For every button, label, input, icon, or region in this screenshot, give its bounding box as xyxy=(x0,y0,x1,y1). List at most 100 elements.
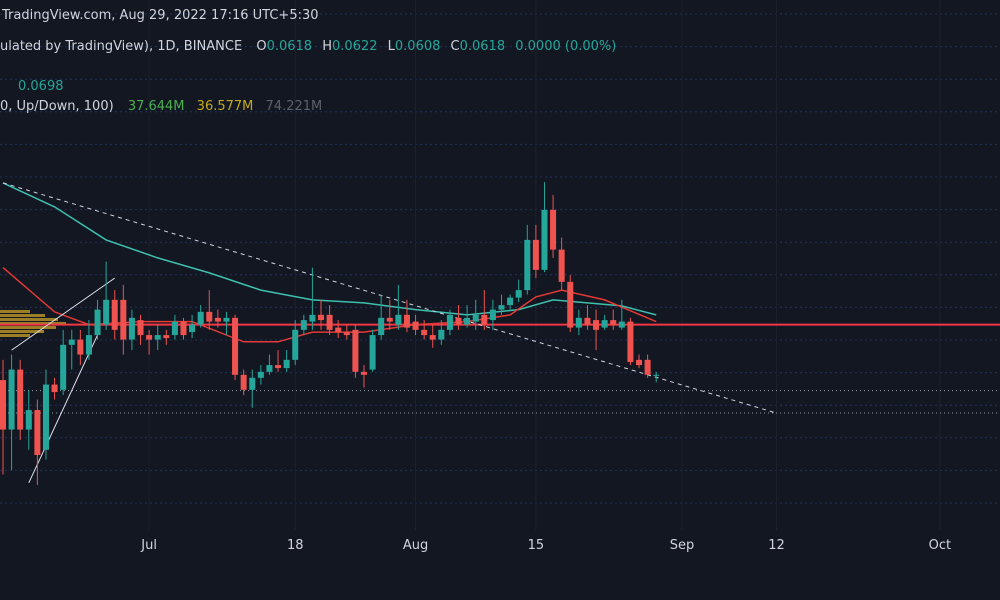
volume-profile-bar xyxy=(0,330,44,333)
candle-body xyxy=(601,320,608,328)
candle-body xyxy=(618,321,625,328)
candle-body xyxy=(128,317,135,340)
header-volume-row: 0, Up/Down, 100) 37.644M 36.577M 74.221M xyxy=(0,99,326,114)
trend-line xyxy=(28,334,98,484)
candle-body xyxy=(515,290,522,298)
candle-body xyxy=(481,314,488,325)
candle-body xyxy=(360,371,367,375)
candle-body xyxy=(446,314,453,330)
ohlc-label: L xyxy=(387,39,395,54)
candle-body xyxy=(464,317,471,325)
grid xyxy=(0,0,1000,530)
x-tick-label: 12 xyxy=(768,538,785,553)
candle-body xyxy=(249,377,256,390)
candle-body xyxy=(403,314,410,328)
candle-body xyxy=(507,297,514,306)
volume-value: 74.221M xyxy=(265,99,323,114)
candle-body xyxy=(60,344,67,390)
header-indicator-row: 0.0698 xyxy=(18,79,70,94)
symbol: ulated by TradingView), 1D, BINANCE xyxy=(0,39,243,54)
x-tick-label: 15 xyxy=(528,538,545,553)
volume-profile-bar xyxy=(0,334,30,337)
candle-body xyxy=(223,317,230,322)
header-source-row: TradingView.com, Aug 29, 2022 17:16 UTC+… xyxy=(2,8,323,23)
candle-body xyxy=(266,365,273,372)
candle-body xyxy=(283,359,290,369)
candle-body xyxy=(111,299,118,330)
x-tick-label: 18 xyxy=(287,538,304,553)
candle-body xyxy=(541,209,548,270)
candle-body xyxy=(240,374,247,390)
candle-body xyxy=(68,339,75,345)
candle-body xyxy=(0,380,7,430)
candle-body xyxy=(309,314,316,322)
candle-body xyxy=(94,309,101,336)
ohlc-label: H xyxy=(322,39,332,54)
candle-body xyxy=(636,359,643,366)
candle-body xyxy=(558,249,565,282)
indicator-value: 0.0698 xyxy=(18,79,64,94)
candle-body xyxy=(103,299,110,325)
candle-body xyxy=(429,335,436,340)
ohlc-value: 0.0618 xyxy=(266,39,313,54)
candle-body xyxy=(584,317,591,325)
candle-body xyxy=(137,320,144,336)
candle-body xyxy=(163,335,170,339)
moving-average-line xyxy=(2,182,657,316)
candle-body xyxy=(438,329,445,340)
x-tick-label: Sep xyxy=(670,538,695,553)
x-tick-label: Aug xyxy=(403,538,428,553)
candle-body xyxy=(171,321,178,336)
candle-body xyxy=(532,239,539,270)
candle-body xyxy=(352,329,359,372)
candle-body xyxy=(575,317,582,328)
candle-body xyxy=(17,369,24,430)
candle-body xyxy=(34,410,41,456)
candle-body xyxy=(421,329,428,336)
candle-body xyxy=(610,320,617,325)
header-symbol-row: ulated by TradingView), 1D, BINANCE O0.0… xyxy=(0,39,622,54)
candle-body xyxy=(627,321,634,363)
volume-value: 37.644M xyxy=(127,99,185,114)
volume-profile-bar xyxy=(0,318,58,321)
candle-body xyxy=(292,329,299,360)
candle-body xyxy=(8,369,15,430)
candle-body xyxy=(412,321,419,330)
candle-body xyxy=(120,299,127,340)
candle-body xyxy=(335,327,342,333)
candle-body xyxy=(25,410,32,430)
candle-body xyxy=(489,309,496,321)
candle-body xyxy=(42,384,49,450)
candle-body xyxy=(154,335,161,340)
change: 0.0000 (0.00%) xyxy=(515,39,617,54)
candle-body xyxy=(524,239,531,291)
candle-body xyxy=(189,324,196,333)
candle-body xyxy=(369,335,376,370)
candle-body xyxy=(146,335,153,340)
candle-body xyxy=(550,209,557,250)
candle-body xyxy=(300,320,307,330)
ohlc-label: C xyxy=(450,39,460,54)
candle-body xyxy=(180,321,187,336)
ohlc-label: O xyxy=(256,39,267,54)
candle-body xyxy=(644,359,651,375)
candle-body xyxy=(318,314,325,321)
trend-line xyxy=(2,182,777,414)
candle-body xyxy=(257,371,264,378)
candle-body xyxy=(51,384,58,393)
candle-body xyxy=(206,311,213,322)
candle-body xyxy=(386,317,393,322)
volume-profile-bar xyxy=(0,314,45,317)
x-tick-label: Oct xyxy=(929,538,951,553)
candle-body xyxy=(593,320,600,330)
candle-body xyxy=(326,314,333,330)
volume-label: 0, Up/Down, 100) xyxy=(0,99,114,114)
candle-body xyxy=(343,332,350,336)
ohlc-value: 0.0618 xyxy=(459,39,506,54)
candle-body xyxy=(275,365,282,369)
candle-body xyxy=(472,314,479,322)
candle-body xyxy=(567,281,574,328)
candle-body xyxy=(197,311,204,325)
